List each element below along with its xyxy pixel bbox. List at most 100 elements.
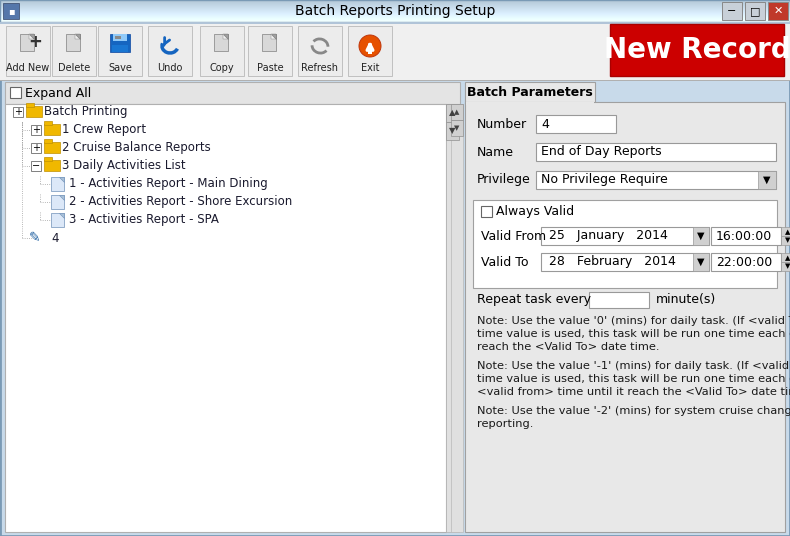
Bar [471, 106, 779, 526]
Bar [51, 213, 64, 227]
Bar [446, 122, 459, 140]
Bar [113, 34, 127, 41]
Text: Number: Number [477, 117, 527, 130]
Bar [44, 139, 52, 143]
Text: ▲: ▲ [785, 255, 790, 261]
Text: 16:00:00: 16:00:00 [716, 229, 773, 242]
Bar [52, 26, 96, 76]
Bar [0, 7, 790, 8]
Bar [758, 171, 776, 189]
Text: ▼: ▼ [698, 257, 705, 267]
Bar [465, 102, 785, 532]
Polygon shape [271, 34, 276, 39]
Text: 1 Crew Report: 1 Crew Report [62, 123, 146, 137]
Text: 2 - Activities Report - Shore Excursion: 2 - Activities Report - Shore Excursion [69, 196, 292, 209]
Polygon shape [59, 195, 64, 200]
Bar [31, 143, 41, 153]
Text: No Privilege Require: No Privilege Require [541, 174, 668, 187]
Bar [0, 15, 790, 16]
Bar [0, 11, 790, 12]
Text: Note: Use the value '-2' (mins) for system cruise change batch: Note: Use the value '-2' (mins) for syst… [477, 406, 790, 416]
Bar [481, 206, 492, 217]
Bar [31, 161, 41, 171]
Bar [44, 142, 60, 153]
Bar [75, 34, 80, 39]
Bar [693, 227, 709, 245]
Text: 3 Daily Activities List: 3 Daily Activities List [62, 160, 186, 173]
Bar [0, 4, 790, 5]
Bar [31, 125, 41, 135]
Text: Batch Parameters: Batch Parameters [467, 86, 592, 100]
Text: reach the <Valid To> date time.: reach the <Valid To> date time. [477, 342, 660, 352]
Polygon shape [75, 34, 80, 39]
Text: End of Day Reports: End of Day Reports [541, 145, 662, 159]
Bar [0, 19, 790, 20]
Bar [781, 253, 790, 262]
Text: Refresh: Refresh [302, 63, 338, 73]
Text: ▼: ▼ [698, 231, 705, 241]
Bar [722, 2, 742, 20]
Text: New Record: New Record [604, 36, 790, 64]
Bar [446, 104, 459, 122]
Text: 28   February   2014: 28 February 2014 [549, 256, 676, 269]
Text: ▲: ▲ [449, 108, 455, 117]
Text: Valid To: Valid To [481, 256, 529, 269]
Bar [98, 26, 142, 76]
Bar [610, 24, 784, 76]
Bar [781, 236, 790, 245]
Text: Note: Use the value '-1' (mins) for daily task. (If <valid To> date: Note: Use the value '-1' (mins) for dail… [477, 361, 790, 371]
Text: Save: Save [108, 63, 132, 73]
Bar [0, 2, 790, 3]
Bar [51, 177, 64, 191]
Bar [51, 195, 64, 209]
Bar [446, 104, 459, 532]
Text: Batch Reports Printing Setup: Batch Reports Printing Setup [295, 4, 495, 18]
Text: 4: 4 [51, 232, 58, 244]
Text: ▼: ▼ [785, 237, 790, 243]
Text: Repeat task every: Repeat task every [477, 294, 591, 307]
Bar [2, 82, 788, 534]
Text: Expand All: Expand All [25, 86, 92, 100]
Bar [200, 26, 244, 76]
Bar [0, 8, 790, 9]
Bar [0, 22, 790, 24]
Bar [298, 26, 342, 76]
Bar [0, 24, 790, 80]
Bar [541, 253, 709, 271]
Text: ▲: ▲ [454, 109, 460, 115]
Text: Delete: Delete [58, 63, 90, 73]
Bar [465, 82, 595, 104]
Bar [20, 34, 34, 51]
Text: Valid From: Valid From [481, 229, 546, 242]
Text: Paste: Paste [257, 63, 284, 73]
Text: 22:00:00: 22:00:00 [716, 256, 773, 269]
Bar [248, 26, 292, 76]
Text: Undo: Undo [157, 63, 182, 73]
Bar [536, 115, 616, 133]
Bar [223, 34, 228, 39]
Bar [0, 5, 790, 6]
Bar [536, 171, 776, 189]
Polygon shape [59, 177, 64, 182]
Bar [5, 82, 460, 104]
Bar [10, 87, 21, 98]
Bar [110, 34, 130, 52]
Text: Privilege: Privilege [477, 174, 531, 187]
Text: ✎: ✎ [29, 231, 41, 245]
Bar [44, 121, 52, 125]
Bar [112, 45, 128, 52]
Bar [0, 14, 790, 15]
Bar [0, 12, 790, 13]
Bar [13, 107, 23, 117]
Bar [44, 124, 60, 135]
Bar [6, 26, 50, 76]
Bar [541, 227, 709, 245]
Bar [0, 3, 790, 4]
Text: ▲: ▲ [785, 229, 790, 235]
Text: −: − [728, 6, 737, 16]
Text: +: + [28, 33, 42, 51]
Bar [5, 104, 446, 532]
Text: ✕: ✕ [773, 6, 783, 16]
Text: Batch Printing: Batch Printing [44, 106, 127, 118]
Text: □: □ [750, 6, 760, 16]
